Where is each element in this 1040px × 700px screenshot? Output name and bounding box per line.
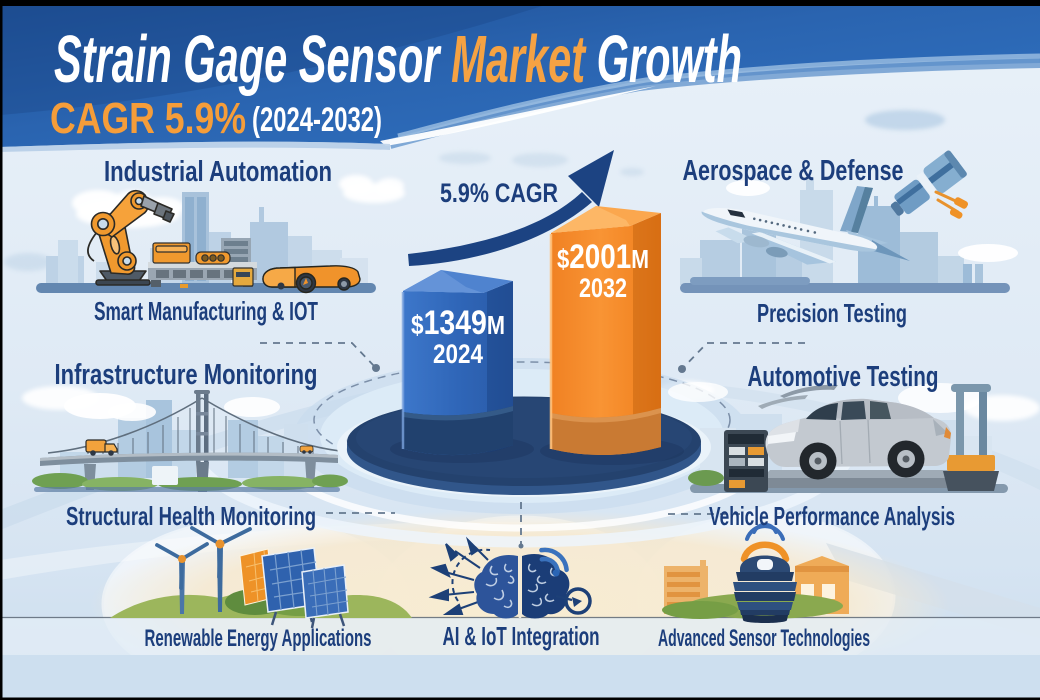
svg-text:Automotive Testing: Automotive Testing: [748, 361, 939, 393]
svg-text:AI & IoT Integration: AI & IoT Integration: [443, 621, 600, 651]
svg-text:5.9% CAGR: 5.9% CAGR: [440, 178, 558, 208]
svg-text:(2024-2032): (2024-2032): [252, 101, 382, 139]
svg-text:Advanced Sensor Technologies: Advanced Sensor Technologies: [658, 625, 870, 652]
svg-text:CAGR 5.9%: CAGR 5.9%: [50, 94, 246, 143]
svg-text:$1349M: $1349M: [411, 304, 505, 342]
svg-text:Aerospace & Defense: Aerospace & Defense: [683, 155, 904, 187]
svg-text:Infrastructure Monitoring: Infrastructure Monitoring: [55, 359, 318, 391]
svg-text:2032: 2032: [579, 273, 627, 303]
svg-text:$2001M: $2001M: [557, 238, 649, 276]
svg-text:Vehicle Performance Analysis: Vehicle Performance Analysis: [709, 501, 955, 531]
svg-text:Industrial Automation: Industrial Automation: [104, 156, 332, 188]
svg-text:Precision Testing: Precision Testing: [757, 298, 907, 328]
svg-text:Structural Health Monitoring: Structural Health Monitoring: [66, 501, 316, 531]
svg-text:2024: 2024: [433, 339, 483, 369]
svg-text:Strain Gage Sensor Market Grow: Strain Gage Sensor Market Growth: [54, 22, 742, 97]
svg-text:Renewable Energy Applications: Renewable Energy Applications: [145, 625, 372, 652]
svg-text:Smart Manufacturing & IOT: Smart Manufacturing & IOT: [94, 296, 318, 326]
